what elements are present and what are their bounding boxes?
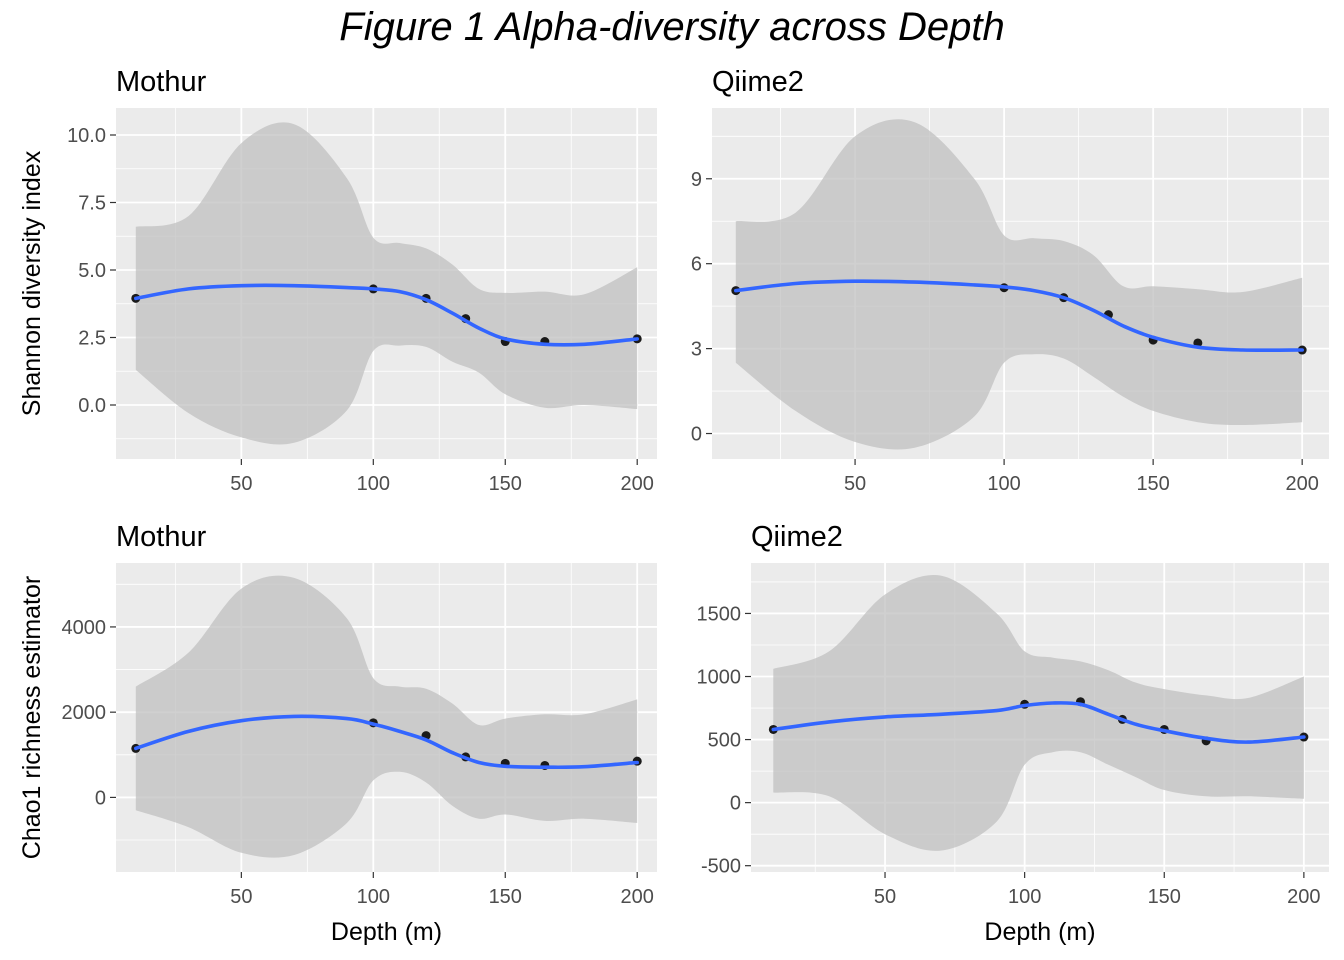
panel-title: Qiime2 — [712, 66, 804, 98]
smooth-line — [134, 714, 639, 770]
confidence-ribbon — [735, 119, 1303, 450]
y-tick-label: 1000 — [697, 667, 742, 689]
x-tick-label: 150 — [489, 473, 522, 495]
panel-4: 50 100 150 200 -500 0 500 1000 1500 Qiime2 Depth (… — [697, 521, 1329, 946]
x-tick-label: 150 — [1148, 886, 1181, 908]
y-tick-label: 0 — [95, 787, 106, 809]
panels: 50 100 150 200 0.0 2.5 5.0 7.5 10.0 Mothur Shannon… — [18, 66, 1329, 946]
x-tick-label: 50 — [844, 473, 866, 495]
x-tick-label: 50 — [230, 473, 252, 495]
x-tick-label: 100 — [1008, 886, 1041, 908]
x-tick-label: 200 — [1287, 886, 1320, 908]
y-tick-label: 6 — [691, 254, 702, 276]
figure-title: Figure 1 Alpha-diversity across Depth — [339, 5, 1004, 49]
smooth-line — [771, 701, 1306, 744]
confidence-ribbon — [135, 122, 638, 445]
y-tick-label: 3 — [691, 339, 702, 361]
y-tick-label: 4000 — [62, 617, 107, 639]
y-tick-label: 2000 — [62, 702, 107, 724]
y-tick-label: 0 — [730, 793, 741, 815]
x-tick-label: 100 — [987, 473, 1020, 495]
y-tick-label: 500 — [708, 730, 741, 752]
y-tick-label: 9 — [691, 169, 702, 191]
y-tick-label: 10.0 — [67, 125, 106, 147]
panel-1: 50 100 150 200 0.0 2.5 5.0 7.5 10.0 Mothur Shannon… — [18, 66, 657, 495]
panel-title: Mothur — [116, 66, 207, 98]
smooth-line — [134, 283, 639, 347]
x-tick-label: 50 — [230, 886, 252, 908]
y-axis-title: Shannon diversity index — [18, 150, 46, 416]
x-tick-label: 200 — [621, 473, 654, 495]
x-tick-label: 100 — [357, 886, 390, 908]
x-tick-label: 200 — [621, 886, 654, 908]
x-tick-label: 50 — [874, 886, 896, 908]
y-tick-label: 5.0 — [78, 260, 106, 282]
y-tick-label: -500 — [701, 856, 741, 878]
x-tick-label: 150 — [489, 886, 522, 908]
x-axis-title: Depth (m) — [984, 918, 1095, 946]
smooth-line — [734, 279, 1304, 353]
y-tick-label: 2.5 — [78, 328, 106, 350]
panel-title: Qiime2 — [751, 521, 843, 553]
y-tick-label: 1500 — [697, 603, 742, 625]
y-tick-label: 0 — [691, 424, 702, 446]
confidence-ribbon — [773, 575, 1304, 851]
x-tick-label: 200 — [1285, 473, 1318, 495]
y-tick-label: 0.0 — [78, 395, 106, 417]
x-tick-label: 150 — [1136, 473, 1169, 495]
y-tick-label: 7.5 — [78, 193, 106, 215]
panel-2: 50 100 150 200 0 3 6 9 Qiime2 — [691, 66, 1329, 495]
x-tick-label: 100 — [357, 473, 390, 495]
x-axis-title: Depth (m) — [331, 918, 442, 946]
y-axis-title: Chao1 richness estimator — [18, 576, 46, 859]
panel-title: Mothur — [116, 521, 207, 553]
confidence-ribbon — [135, 575, 638, 858]
